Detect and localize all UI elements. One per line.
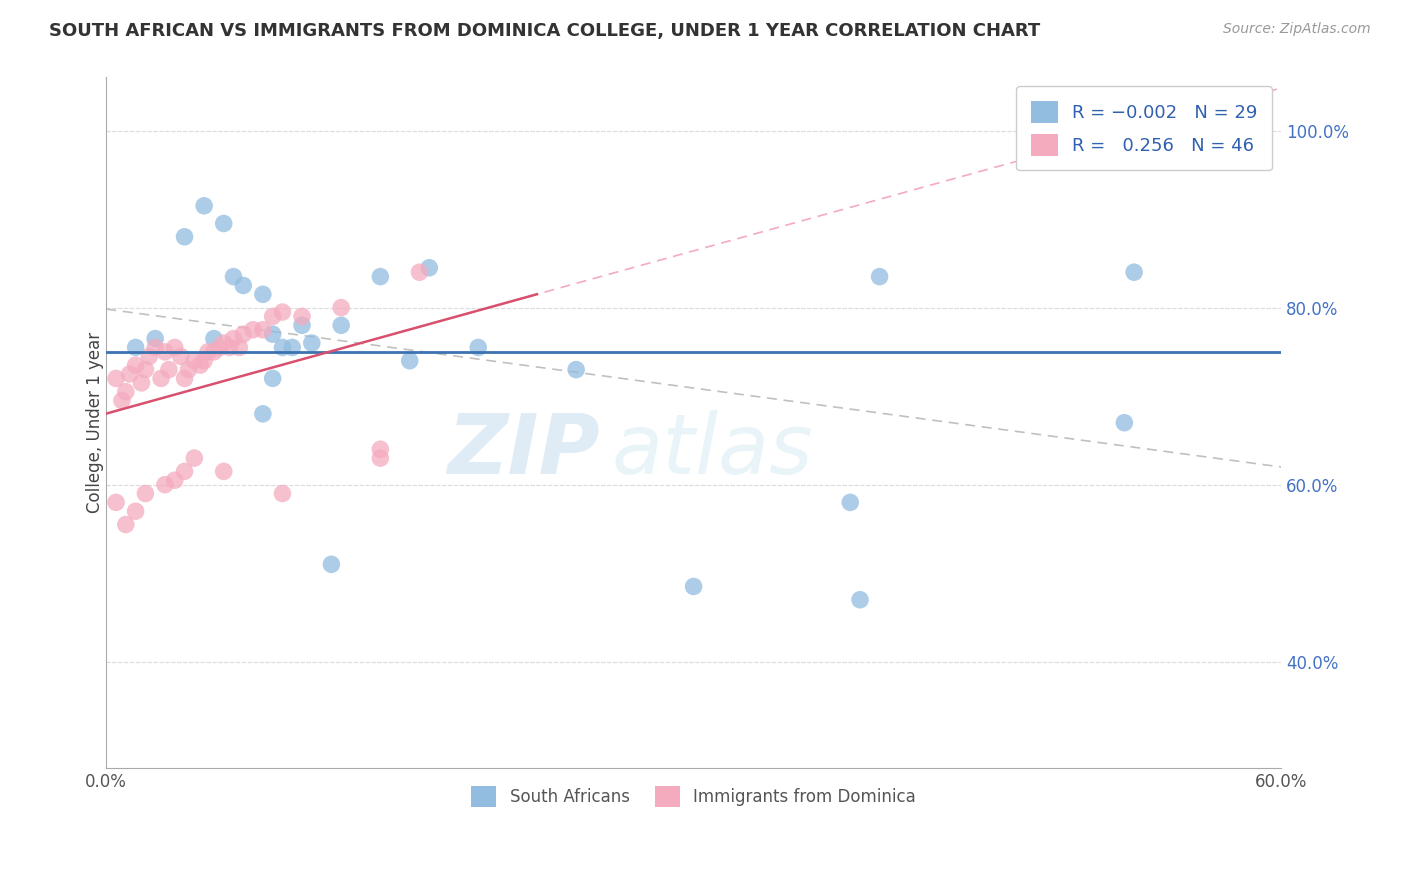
Point bbox=[330, 318, 353, 333]
Point bbox=[124, 341, 146, 355]
Y-axis label: College, Under 1 year: College, Under 1 year bbox=[86, 332, 104, 513]
Point bbox=[150, 371, 173, 385]
Point bbox=[849, 592, 872, 607]
Point bbox=[301, 336, 323, 351]
Point bbox=[467, 341, 489, 355]
Point bbox=[193, 199, 215, 213]
Point bbox=[105, 495, 128, 509]
Point bbox=[370, 451, 392, 466]
Point bbox=[281, 341, 304, 355]
Point bbox=[202, 332, 225, 346]
Text: atlas: atlas bbox=[612, 409, 813, 491]
Point bbox=[169, 349, 191, 363]
Point bbox=[252, 323, 274, 337]
Point bbox=[212, 217, 235, 231]
Point bbox=[138, 349, 160, 363]
Point bbox=[193, 353, 215, 368]
Point bbox=[271, 341, 294, 355]
Point bbox=[124, 504, 146, 518]
Point bbox=[1114, 416, 1136, 430]
Point bbox=[271, 305, 294, 319]
Point bbox=[232, 278, 254, 293]
Point bbox=[134, 362, 156, 376]
Point bbox=[202, 344, 225, 359]
Point bbox=[271, 486, 294, 500]
Point bbox=[262, 371, 284, 385]
Point bbox=[228, 341, 250, 355]
Point bbox=[157, 362, 180, 376]
Point bbox=[418, 260, 440, 275]
Point bbox=[118, 367, 141, 381]
Point bbox=[222, 332, 245, 346]
Point bbox=[291, 310, 314, 324]
Point bbox=[330, 301, 353, 315]
Point bbox=[252, 407, 274, 421]
Point bbox=[183, 451, 205, 466]
Point bbox=[208, 341, 231, 355]
Point bbox=[163, 473, 186, 487]
Point bbox=[408, 265, 430, 279]
Text: Source: ZipAtlas.com: Source: ZipAtlas.com bbox=[1223, 22, 1371, 37]
Point bbox=[212, 336, 235, 351]
Point bbox=[134, 486, 156, 500]
Point bbox=[153, 477, 176, 491]
Point bbox=[839, 495, 862, 509]
Point bbox=[105, 371, 128, 385]
Point bbox=[114, 517, 136, 532]
Point bbox=[222, 269, 245, 284]
Text: SOUTH AFRICAN VS IMMIGRANTS FROM DOMINICA COLLEGE, UNDER 1 YEAR CORRELATION CHAR: SOUTH AFRICAN VS IMMIGRANTS FROM DOMINIC… bbox=[49, 22, 1040, 40]
Point bbox=[370, 442, 392, 457]
Point bbox=[370, 269, 392, 284]
Point bbox=[565, 362, 588, 376]
Point bbox=[197, 344, 219, 359]
Point bbox=[262, 327, 284, 342]
Point bbox=[163, 341, 186, 355]
Legend: South Africans, Immigrants from Dominica: South Africans, Immigrants from Dominica bbox=[463, 778, 924, 815]
Point bbox=[188, 358, 211, 372]
Point bbox=[398, 353, 420, 368]
Point bbox=[111, 393, 134, 408]
Point bbox=[291, 318, 314, 333]
Point bbox=[232, 327, 254, 342]
Point bbox=[218, 341, 240, 355]
Point bbox=[252, 287, 274, 301]
Point bbox=[183, 353, 205, 368]
Point bbox=[262, 310, 284, 324]
Point bbox=[321, 558, 343, 572]
Point bbox=[212, 464, 235, 478]
Point bbox=[177, 362, 200, 376]
Point bbox=[869, 269, 891, 284]
Point bbox=[173, 464, 195, 478]
Point bbox=[143, 341, 166, 355]
Point bbox=[682, 579, 704, 593]
Point bbox=[242, 323, 264, 337]
Point bbox=[143, 332, 166, 346]
Point bbox=[153, 344, 176, 359]
Point bbox=[124, 358, 146, 372]
Point bbox=[131, 376, 153, 390]
Point bbox=[173, 371, 195, 385]
Point bbox=[173, 229, 195, 244]
Point bbox=[114, 384, 136, 399]
Point bbox=[1123, 265, 1146, 279]
Text: ZIP: ZIP bbox=[447, 409, 599, 491]
